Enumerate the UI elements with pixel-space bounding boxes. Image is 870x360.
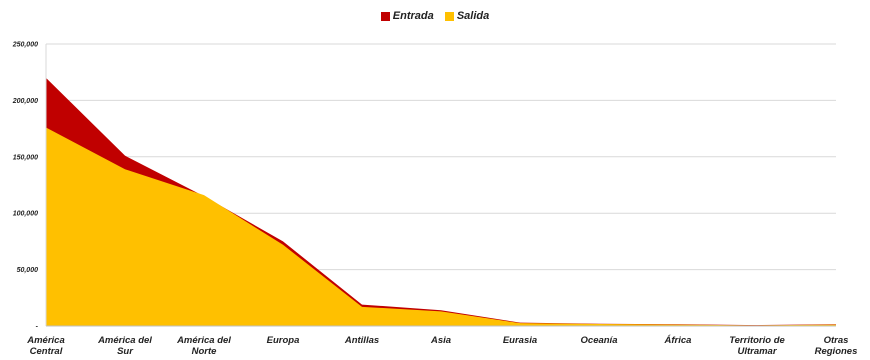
area-series-salida <box>46 127 836 326</box>
y-tick-label: 150,000 <box>13 154 38 161</box>
x-tick-label: América del Sur <box>97 335 152 357</box>
x-tick-label: Asia <box>430 335 451 346</box>
chart-legend: Entrada Salida <box>0 10 870 24</box>
x-tick-label: Territorio de Ultramar <box>729 335 785 357</box>
x-tick-label: Oceanía <box>581 335 618 346</box>
y-tick-label: 50,000 <box>17 267 39 274</box>
x-tick-label: Antillas <box>344 335 379 346</box>
x-tick-label: África <box>664 335 692 346</box>
legend-item-salida: Salida <box>444 10 490 22</box>
legend-swatch-entrada <box>380 11 390 21</box>
x-tick-label: Europa <box>267 335 300 346</box>
y-tick-label: 100,000 <box>13 211 38 218</box>
x-tick-label: América del Norte <box>176 335 231 357</box>
y-tick-label: - <box>36 324 39 331</box>
legend-label-salida: Salida <box>456 10 490 22</box>
legend-swatch-salida <box>444 11 454 21</box>
x-tick-label: Eurasia <box>503 335 537 346</box>
x-tick-label: Otras Regiones <box>815 335 858 357</box>
legend-label-entrada: Entrada <box>392 10 434 22</box>
y-tick-label: 250,000 <box>12 42 38 49</box>
legend-item-entrada: Entrada <box>380 10 434 22</box>
x-tick-label: América Central <box>26 335 65 357</box>
y-tick-label: 200,000 <box>12 98 38 105</box>
